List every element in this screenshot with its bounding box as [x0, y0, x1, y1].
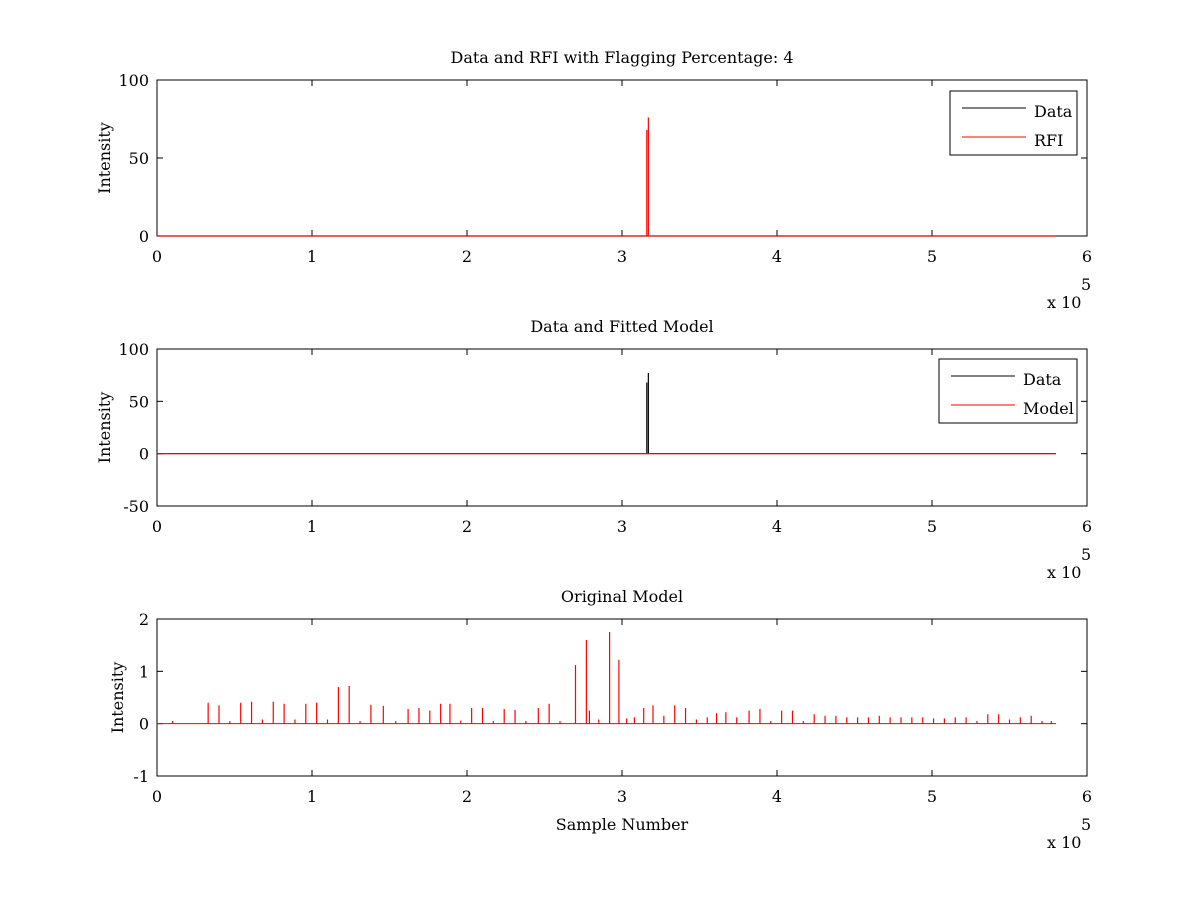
legend: Data RFI	[949, 90, 1078, 156]
y-tick-label: 50	[129, 392, 149, 411]
x-tick-label: 5	[927, 247, 937, 266]
y-tick-label: 50	[129, 149, 149, 168]
x-tick-label: 2	[462, 247, 472, 266]
x-tick-label: 4	[772, 787, 782, 806]
legend-entry-label: Data	[1034, 102, 1073, 121]
legend-box	[938, 358, 1078, 424]
series-rfi	[157, 117, 1056, 237]
x-tick-label: 4	[772, 517, 782, 536]
subplot-title: Original Model	[561, 587, 683, 606]
x-tick-label: 1	[307, 787, 317, 806]
legend-entry-label: Data	[1023, 370, 1062, 389]
axes-frame	[156, 348, 1088, 507]
x-tick-label: 6	[1082, 247, 1092, 266]
y-tick-label: 0	[139, 445, 149, 464]
x-exponent-base: x 10	[1047, 293, 1081, 312]
y-tick-label: 0	[139, 715, 149, 734]
axes-frame	[156, 618, 1088, 777]
x-tick-label: 6	[1082, 787, 1092, 806]
y-axis-label: Intensity	[108, 662, 127, 734]
x-tick-label: 1	[307, 517, 317, 536]
x-tick-label: 3	[617, 787, 627, 806]
y-tick-label: 2	[139, 610, 149, 629]
x-exponent-power: 5	[1081, 815, 1091, 834]
x-exponent-base: x 10	[1047, 563, 1081, 582]
x-tick-label: 0	[152, 247, 162, 266]
y-tick-label: 0	[139, 227, 149, 246]
x-tick-label: 4	[772, 247, 782, 266]
subplot-title: Data and Fitted Model	[530, 317, 713, 336]
y-axis-label: Intensity	[95, 392, 114, 464]
x-exponent-power: 5	[1081, 275, 1091, 294]
x-axis-label: Sample Number	[556, 815, 689, 834]
axes-frame	[156, 79, 1088, 237]
x-tick-label: 6	[1082, 517, 1092, 536]
x-exponent-base: x 10	[1047, 833, 1081, 852]
x-tick-label: 5	[927, 517, 937, 536]
legend-entry-label: RFI	[1034, 131, 1063, 150]
x-exponent-power: 5	[1081, 545, 1091, 564]
x-tick-label: 0	[152, 787, 162, 806]
y-tick-label: 1	[139, 662, 149, 681]
y-tick-label: 100	[118, 340, 149, 359]
x-tick-label: 3	[617, 517, 627, 536]
y-axis-label: Intensity	[95, 122, 114, 194]
legend-box	[949, 90, 1078, 156]
legend-entry-label: Model	[1023, 399, 1074, 418]
x-tick-label: 5	[927, 787, 937, 806]
x-tick-label: 2	[462, 787, 472, 806]
x-tick-label: 0	[152, 517, 162, 536]
legend: Data Model	[938, 358, 1078, 424]
y-tick-label: -1	[133, 767, 149, 786]
series-model	[157, 632, 1056, 725]
x-tick-label: 3	[617, 247, 627, 266]
y-tick-label: 100	[118, 71, 149, 90]
subplot-title: Data and RFI with Flagging Percentage: 4	[450, 48, 793, 67]
x-tick-label: 2	[462, 517, 472, 536]
y-tick-label: -50	[123, 497, 149, 516]
x-tick-label: 1	[307, 247, 317, 266]
